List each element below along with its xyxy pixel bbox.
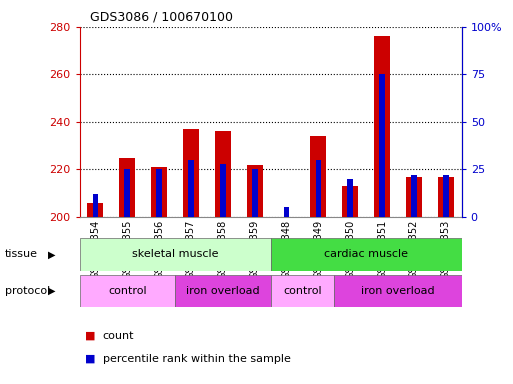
Bar <box>80 275 175 307</box>
Bar <box>151 167 167 217</box>
Bar <box>379 74 385 217</box>
Bar <box>247 165 263 217</box>
Bar <box>220 164 226 217</box>
Text: tissue: tissue <box>5 249 38 260</box>
Bar <box>188 160 194 217</box>
Bar <box>215 131 231 217</box>
Bar <box>342 186 358 217</box>
Bar <box>374 36 390 217</box>
Bar <box>334 275 462 307</box>
Bar <box>120 157 135 217</box>
Bar <box>156 169 162 217</box>
Bar <box>315 160 321 217</box>
Bar <box>443 175 449 217</box>
Bar <box>252 169 258 217</box>
Text: percentile rank within the sample: percentile rank within the sample <box>103 354 290 364</box>
Bar <box>88 203 104 217</box>
Text: iron overload: iron overload <box>186 286 260 296</box>
Text: skeletal muscle: skeletal muscle <box>132 249 219 260</box>
Text: ▶: ▶ <box>48 286 55 296</box>
Bar <box>438 177 453 217</box>
Text: ■: ■ <box>85 331 95 341</box>
Bar <box>271 238 462 271</box>
Text: protocol: protocol <box>5 286 50 296</box>
Bar <box>271 275 334 307</box>
Bar <box>125 169 130 217</box>
Bar <box>411 175 417 217</box>
Text: cardiac muscle: cardiac muscle <box>324 249 408 260</box>
Text: GDS3086 / 100670100: GDS3086 / 100670100 <box>90 10 233 23</box>
Text: ▶: ▶ <box>48 249 55 260</box>
Text: count: count <box>103 331 134 341</box>
Text: iron overload: iron overload <box>361 286 435 296</box>
Bar <box>347 179 353 217</box>
Bar <box>406 177 422 217</box>
Text: control: control <box>108 286 147 296</box>
Bar <box>183 129 199 217</box>
Bar <box>310 136 326 217</box>
Bar <box>284 207 289 217</box>
Text: ■: ■ <box>85 354 95 364</box>
Bar <box>92 194 98 217</box>
Bar <box>175 275 271 307</box>
Text: control: control <box>283 286 322 296</box>
Bar <box>80 238 271 271</box>
